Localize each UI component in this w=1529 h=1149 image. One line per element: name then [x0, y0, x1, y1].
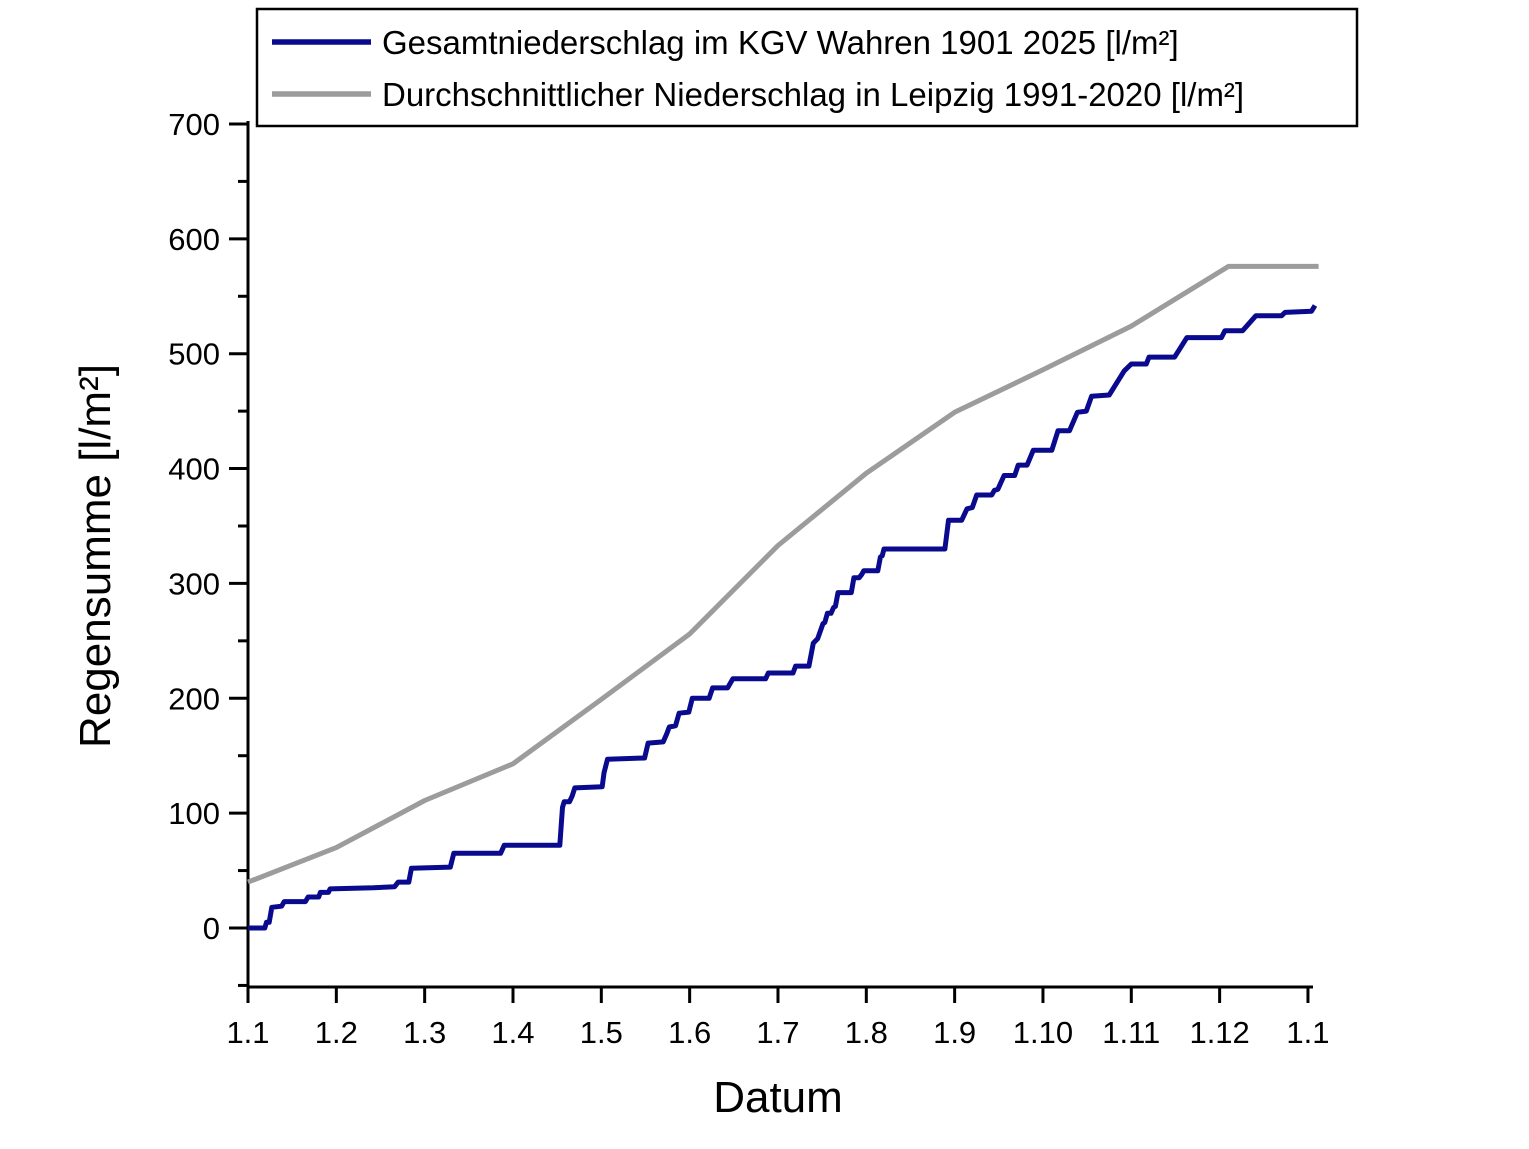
y-tick-label: 100 — [168, 796, 220, 831]
x-tick-label: 1.4 — [491, 1015, 534, 1050]
y-tick-label: 500 — [168, 337, 220, 372]
x-tick-label: 1.9 — [933, 1015, 976, 1050]
x-tick-label: 1.8 — [845, 1015, 888, 1050]
y-tick-label: 200 — [168, 681, 220, 716]
y-tick-label: 0 — [203, 911, 220, 946]
legend: Gesamtniederschlag im KGV Wahren 1901 20… — [255, 7, 1359, 128]
series-layer — [247, 263, 1319, 931]
legend-label-2: Durchschnittlicher Niederschlag in Leipz… — [382, 76, 1244, 113]
series-line-2 — [247, 263, 1319, 885]
series-line-1 — [248, 304, 1318, 931]
y-tick-label: 700 — [168, 107, 220, 142]
y-tick-label: 600 — [168, 222, 220, 257]
y-tick-label: 400 — [168, 452, 220, 487]
legend-box — [255, 7, 1359, 128]
x-tick-label: 1.2 — [315, 1015, 358, 1050]
x-tick-label: 1.5 — [580, 1015, 623, 1050]
x-tick-label: 1.10 — [1013, 1015, 1073, 1050]
x-tick-label: 1.3 — [403, 1015, 446, 1050]
x-tick-label: 1.1 — [226, 1015, 269, 1050]
x-axis-title: Datum — [713, 1073, 843, 1122]
y-tick-label: 300 — [168, 566, 220, 601]
x-tick-label: 1.1 — [1286, 1015, 1329, 1050]
legend-label-1: Gesamtniederschlag im KGV Wahren 1901 20… — [382, 24, 1179, 61]
x-tick-label: 1.7 — [756, 1015, 799, 1050]
x-tick-label: 1.11 — [1102, 1015, 1160, 1050]
x-tick-label: 1.12 — [1189, 1015, 1249, 1050]
x-tick-label: 1.6 — [668, 1015, 711, 1050]
y-axis-title: Regensumme [l/m²] — [71, 364, 120, 748]
axes-layer: 0 100 200 300 400 500 600 700 1.1 1.2 1.3 1.4 1.5 1.6… — [168, 107, 1329, 1050]
